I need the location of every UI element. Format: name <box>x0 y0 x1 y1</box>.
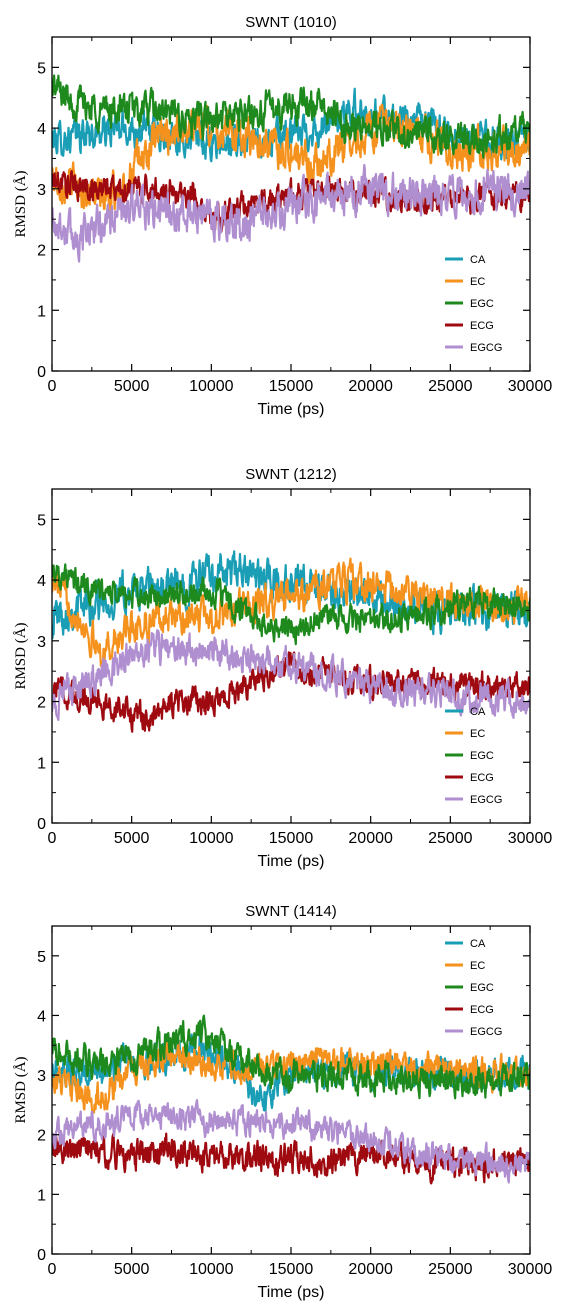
x-tick-label: 10000 <box>189 1261 234 1278</box>
y-tick-label: 1 <box>37 1187 46 1204</box>
x-tick-label: 10000 <box>189 378 234 395</box>
x-tick-label: 25000 <box>428 378 473 395</box>
x-tick-label: 5000 <box>114 378 150 395</box>
x-tick-label: 0 <box>48 378 57 395</box>
y-tick-label: 5 <box>37 949 46 966</box>
x-tick-label: 25000 <box>428 830 473 847</box>
y-tick-label: 3 <box>37 1068 46 1085</box>
chart-title: SWNT (1010) <box>245 14 336 31</box>
y-tick-label: 5 <box>37 60 46 77</box>
chart-panel-2: SWNT (1212) 0 5000 10000 15000 20000 25000 3000… <box>13 466 552 870</box>
x-tick-label: 15000 <box>269 830 314 847</box>
y-tick-label: 3 <box>37 182 46 199</box>
x-tick-label: 5000 <box>114 1261 150 1278</box>
y-tick-label: 0 <box>37 1247 46 1264</box>
legend-label-ecg: ECG <box>470 320 494 332</box>
chart-panel-1: SWNT (1010) 0 5000 10000 15000 20000 25000 3000… <box>13 14 552 418</box>
legend-label-egc: EGC <box>470 982 494 994</box>
series-line-ca <box>52 87 530 163</box>
x-tick-label: 30000 <box>508 1261 553 1278</box>
y-tick-label: 0 <box>37 364 46 381</box>
y-tick-label: 4 <box>37 573 46 590</box>
x-tick-label: 10000 <box>189 830 234 847</box>
y-tick-label: 5 <box>37 512 46 529</box>
legend-label-ca: CA <box>470 254 486 266</box>
x-tick-label: 15000 <box>269 1261 314 1278</box>
legend: CA EC EGC ECG EGCG <box>445 254 502 354</box>
y-tick-label: 4 <box>37 121 46 138</box>
legend-label-ecg: ECG <box>470 772 494 784</box>
x-tick-label: 25000 <box>428 1261 473 1278</box>
y-tick-label: 3 <box>37 634 46 651</box>
x-tick-label: 20000 <box>348 378 393 395</box>
y-tick-label: 1 <box>37 303 46 320</box>
x-axis-label: Time (ps) <box>258 401 325 418</box>
series-line-ecg <box>52 651 530 733</box>
x-tick-label: 5000 <box>114 830 150 847</box>
y-tick-label: 2 <box>37 1128 46 1145</box>
legend: CA EC EGC ECG EGCG <box>445 938 502 1038</box>
x-axis-label: Time (ps) <box>258 1284 325 1301</box>
series-line-egcg <box>52 1099 530 1184</box>
legend-label-ca: CA <box>470 938 486 950</box>
y-tick-label: 2 <box>37 695 46 712</box>
legend-label-ca: CA <box>470 706 486 718</box>
chart-title: SWNT (1414) <box>245 903 336 920</box>
legend-label-egcg: EGCG <box>470 794 502 806</box>
y-axis-label: RMSD (Å) <box>13 170 29 237</box>
y-tick-label: 0 <box>37 816 46 833</box>
x-tick-label: 20000 <box>348 1261 393 1278</box>
y-axis-label: RMSD (Å) <box>13 1056 29 1123</box>
x-tick-label: 30000 <box>508 830 553 847</box>
x-tick-label: 15000 <box>269 378 314 395</box>
x-tick-label: 0 <box>48 1261 57 1278</box>
legend-label-ecg: ECG <box>470 1004 494 1016</box>
legend-label-ec: EC <box>470 960 485 972</box>
series-line-egcg <box>52 163 530 263</box>
chart-panel-3: SWNT (1414) 0 5000 10000 15000 20000 25000 3000… <box>13 903 552 1301</box>
legend-label-ec: EC <box>470 728 485 740</box>
y-tick-label: 4 <box>37 1008 46 1025</box>
legend: CA EC EGC ECG EGCG <box>445 706 502 806</box>
series-line-egc <box>52 74 530 159</box>
chart-title: SWNT (1212) <box>245 466 336 483</box>
legend-label-egcg: EGCG <box>470 342 502 354</box>
legend-label-ec: EC <box>470 276 485 288</box>
y-axis-label: RMSD (Å) <box>13 622 29 689</box>
x-axis-label: Time (ps) <box>258 853 325 870</box>
series-line-egc <box>52 563 530 646</box>
x-tick-label: 20000 <box>348 830 393 847</box>
legend-label-egc: EGC <box>470 750 494 762</box>
series-line-egc <box>52 1014 530 1100</box>
y-tick-label: 1 <box>37 755 46 772</box>
legend-label-egc: EGC <box>470 298 494 310</box>
series-line-ec <box>52 557 530 671</box>
y-tick-label: 2 <box>37 243 46 260</box>
x-tick-label: 30000 <box>508 378 553 395</box>
legend-label-egcg: EGCG <box>470 1026 502 1038</box>
x-tick-label: 0 <box>48 830 57 847</box>
series-line-egcg <box>52 629 530 721</box>
